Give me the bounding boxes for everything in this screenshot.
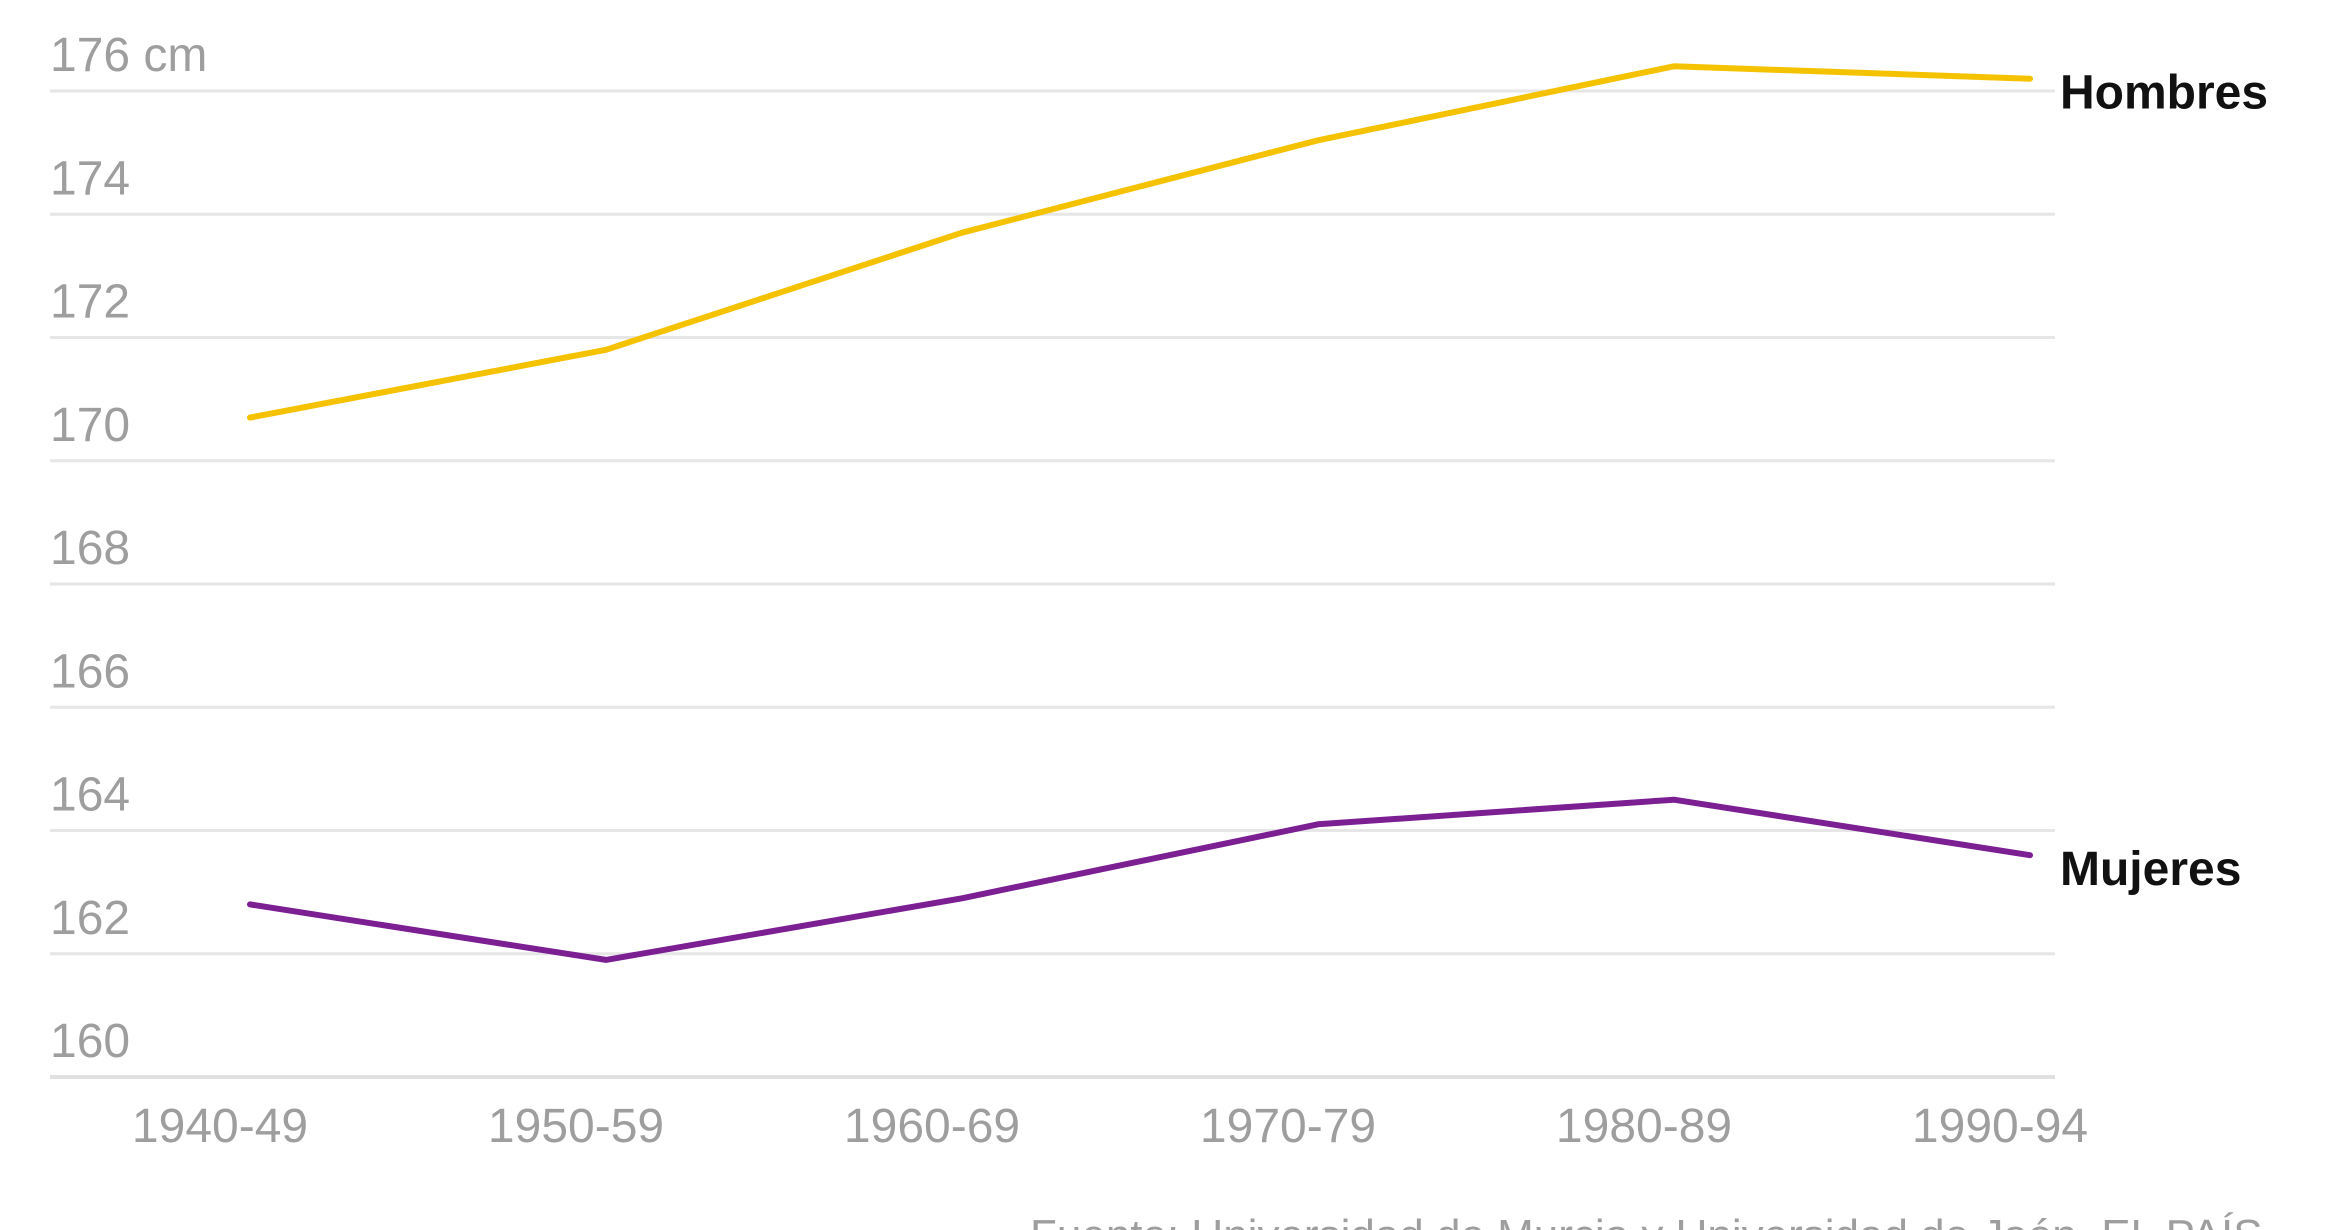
series-labels: Hombres Mujeres — [2060, 67, 2268, 896]
grid-layer — [50, 89, 2055, 1079]
x-tick-label-1970-79: 1970-79 — [1200, 1100, 1376, 1153]
x-tick-label-1940-49: 1940-49 — [132, 1100, 308, 1153]
series-line-hombres — [247, 63, 2033, 421]
source-note: Fuente: Universidad de Murcia y Universi… — [1030, 1211, 2263, 1230]
x-tick-label-1950-59: 1950-59 — [488, 1100, 664, 1153]
y-tick-label-176: 176 cm — [50, 29, 207, 82]
y-tick-label-174: 174 — [50, 152, 130, 205]
series-label-mujeres: Mujeres — [2060, 843, 2241, 896]
series-line-mujeres — [247, 796, 2033, 963]
y-tick-label-170: 170 — [50, 399, 130, 452]
y-tick-labels: 160 162 164 166 168 170 172 174 176 cm — [50, 29, 207, 1068]
y-tick-label-166: 166 — [50, 645, 130, 698]
x-tick-label-1990-94: 1990-94 — [1912, 1100, 2088, 1153]
y-tick-label-172: 172 — [50, 276, 130, 329]
x-tick-label-1960-69: 1960-69 — [844, 1100, 1020, 1153]
y-tick-label-164: 164 — [50, 769, 130, 822]
x-tick-labels: 1940-49 1950-59 1960-69 1970-79 1980-89 1990-… — [132, 1100, 2088, 1153]
y-tick-label-160: 160 — [50, 1015, 130, 1068]
series-layer — [247, 63, 2033, 963]
y-tick-label-168: 168 — [50, 522, 130, 575]
x-tick-label-1980-89: 1980-89 — [1556, 1100, 1732, 1153]
y-tick-label-162: 162 — [50, 892, 130, 945]
series-label-hombres: Hombres — [2060, 67, 2268, 120]
